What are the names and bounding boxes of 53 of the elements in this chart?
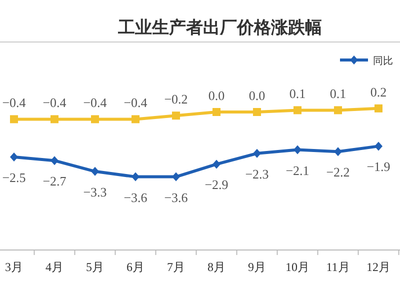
x-tick-label: 5月	[86, 260, 104, 274]
data-label: −2.5	[2, 170, 26, 185]
x-tick-label: 6月	[126, 260, 144, 274]
data-label: 0.1	[330, 86, 346, 102]
point	[50, 156, 58, 166]
data-label: −2.1	[286, 162, 310, 178]
x-tick-label: 7月	[167, 260, 185, 274]
data-label: −3.6	[124, 190, 148, 205]
x-tick-label: 10月	[286, 260, 310, 274]
point	[253, 108, 261, 116]
data-label: −0.4	[124, 95, 148, 110]
data-label: 0.1	[289, 86, 306, 102]
point	[172, 112, 180, 120]
data-label: −0.4	[42, 95, 67, 110]
point	[334, 147, 342, 156]
data-label: −3.3	[83, 184, 107, 200]
x-tick-label: 3月	[5, 260, 23, 274]
point	[294, 145, 302, 154]
point	[253, 148, 261, 158]
point	[50, 115, 58, 124]
legend: 同比	[340, 56, 393, 67]
point	[91, 166, 99, 176]
point	[212, 160, 220, 169]
x-tick-label: 4月	[46, 260, 64, 274]
data-label: −2.7	[42, 174, 67, 189]
legend-label: 同比	[373, 55, 393, 67]
data-label: −3.6	[164, 190, 188, 205]
point	[91, 115, 99, 124]
point	[374, 142, 382, 151]
point	[10, 115, 18, 124]
point	[334, 106, 342, 114]
x-tick-label: 9月	[248, 260, 266, 274]
x-tick-label: 12月	[366, 260, 390, 274]
point	[212, 108, 220, 116]
x-tick-label: 11月	[326, 260, 350, 274]
point	[10, 152, 18, 162]
data-label: −2.3	[245, 166, 269, 182]
data-label: −2.2	[326, 164, 350, 180]
point	[172, 172, 180, 182]
point	[132, 115, 140, 124]
x-tick-label: 8月	[208, 260, 226, 274]
data-label: 0.0	[248, 88, 266, 103]
point	[132, 172, 140, 182]
chart-title: 工业生产者出厂价格涨跌幅	[117, 18, 322, 38]
point	[294, 106, 302, 114]
data-label: −0.2	[164, 92, 188, 107]
data-label: 0.0	[208, 88, 225, 103]
point	[374, 104, 382, 112]
data-label: 0.2	[370, 84, 387, 100]
data-label: −0.4	[83, 95, 108, 110]
data-label: −2.9	[204, 177, 228, 192]
data-label: −0.4	[2, 95, 26, 110]
data-label: −1.9	[366, 159, 390, 174]
